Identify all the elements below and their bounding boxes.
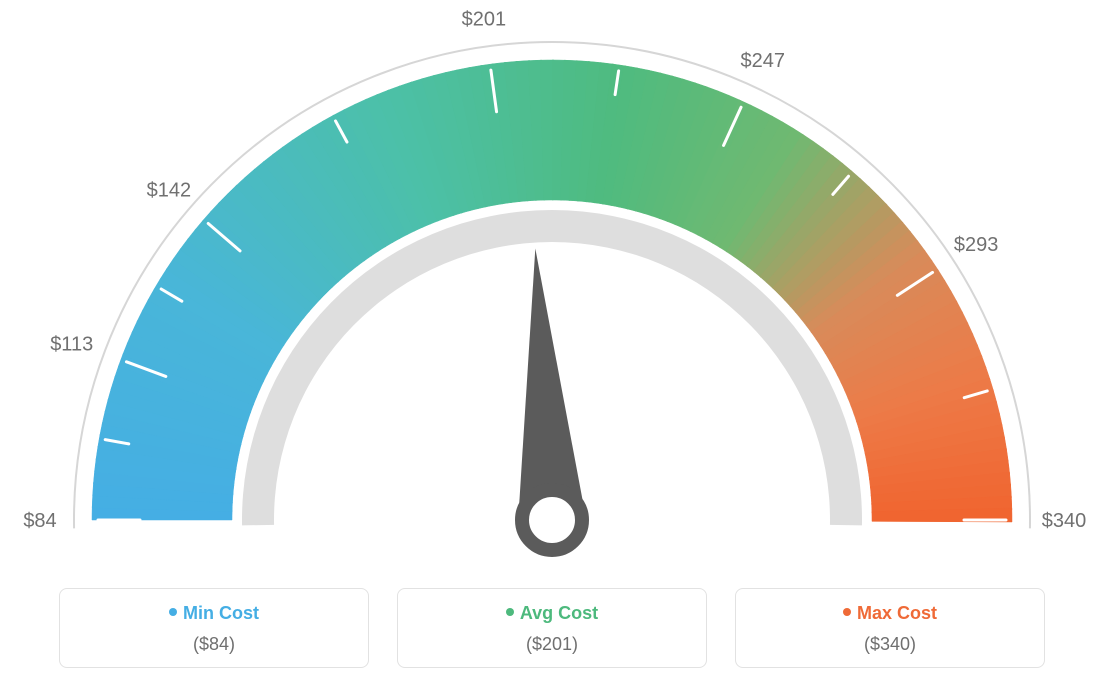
tick-label: $247 (740, 50, 785, 72)
legend-dot (169, 608, 177, 616)
tick-label: $84 (23, 510, 56, 532)
legend-title: Avg Cost (408, 603, 696, 624)
legend-title-text: Min Cost (183, 603, 259, 623)
tick-label: $293 (954, 234, 999, 256)
gauge-container: $84 $113 $142 $201 $247 $293 $340 (0, 0, 1104, 580)
legend-dot (843, 608, 851, 616)
legend-value: ($201) (408, 634, 696, 655)
legend-title: Max Cost (746, 603, 1034, 624)
legend-card-0: Min Cost ($84) (59, 588, 369, 668)
tick-label: $113 (50, 334, 93, 356)
legend-value: ($84) (70, 634, 358, 655)
tick-label: $340 (1042, 510, 1087, 532)
tick-label: $201 (462, 9, 507, 31)
legend-title: Min Cost (70, 603, 358, 624)
legend-card-1: Avg Cost ($201) (397, 588, 707, 668)
legend-card-2: Max Cost ($340) (735, 588, 1045, 668)
legend-row: Min Cost ($84) Avg Cost ($201) Max Cost ($340… (0, 588, 1104, 668)
cost-gauge: $84 $113 $142 $201 $247 $293 $340 (0, 0, 1104, 580)
needle-hub (522, 490, 582, 550)
legend-title-text: Avg Cost (520, 603, 598, 623)
legend-dot (506, 608, 514, 616)
tick-label: $142 (147, 179, 192, 201)
legend-value: ($340) (746, 634, 1034, 655)
legend-title-text: Max Cost (857, 603, 937, 623)
